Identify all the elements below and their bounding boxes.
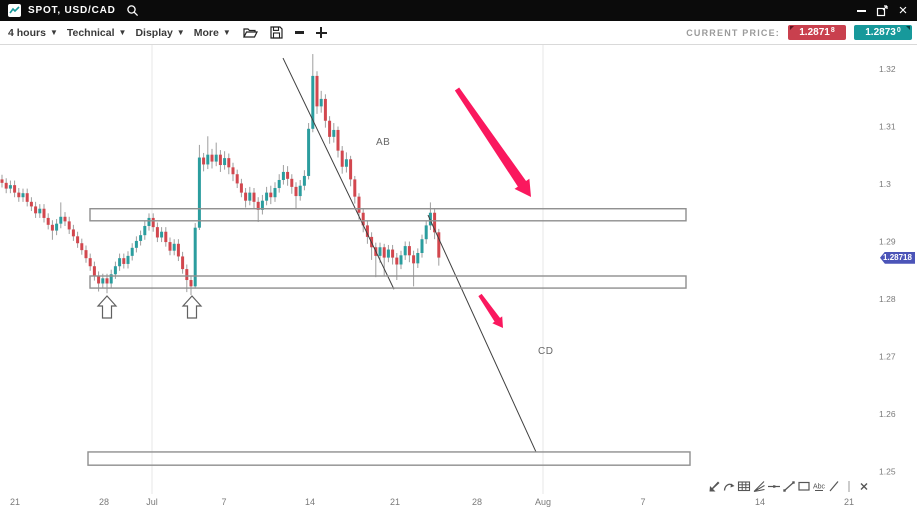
annotation-label-cd[interactable]: CD [538,346,553,357]
display-label: Display [135,26,173,39]
chevron-down-icon [177,28,185,37]
svg-text:28: 28 [99,497,109,507]
svg-text:1.28: 1.28 [879,294,896,304]
chevron-down-icon [223,28,231,37]
popout-button[interactable] [876,4,888,17]
AB-trendline[interactable] [282,57,395,290]
tick-up-icon [906,26,910,30]
svg-text:1.27: 1.27 [879,352,896,362]
open-folder-icon[interactable] [242,26,258,39]
delete-drawing-tool[interactable] [857,479,871,494]
current-price-tag: 1.28718 [880,251,915,264]
table-grid-tool[interactable] [737,479,751,494]
minimize-button[interactable] [855,5,867,17]
pink-down-arrow-1[interactable] [454,87,531,197]
CD-trendline[interactable] [427,214,537,453]
more-label: More [193,26,219,39]
current-price-label: CURRENT PRICE: [686,27,780,38]
svg-text:7: 7 [221,497,226,507]
window-title: SPOT, USD/CAD [28,5,116,16]
svg-text:7: 7 [640,497,645,507]
text-tool[interactable]: Abc [812,479,826,494]
zoom-out-button[interactable] [294,31,304,34]
svg-text:Aug: Aug [535,497,551,507]
month-gridlines [151,45,544,494]
save-icon[interactable] [270,26,283,39]
rectangle-tool[interactable] [797,479,811,494]
display-dropdown[interactable]: Display [135,27,184,39]
svg-text:21: 21 [10,497,20,507]
up-arrow-marker-2[interactable] [181,295,203,319]
search-icon[interactable] [126,4,139,17]
close-button[interactable] [897,5,909,17]
line-tool[interactable] [827,479,841,494]
svg-text:1.26: 1.26 [879,409,896,419]
svg-text:1.32: 1.32 [879,64,896,74]
chart-toolbar: 4 hours Technical Display More CURRENT P… [0,21,917,45]
svg-text:28: 28 [472,497,482,507]
timeframe-dropdown[interactable]: 4 hours [8,27,58,39]
fan-lines-tool[interactable] [752,479,766,494]
zone-rectangle-3[interactable] [87,451,691,466]
ask-value: 1.2873 [865,27,896,38]
zoom-in-button[interactable] [315,27,327,38]
up-arrow-marker-1[interactable] [96,295,118,319]
svg-text:Abc: Abc [813,484,826,491]
candles [0,54,441,295]
zone-rectangle-2[interactable] [89,275,687,289]
svg-text:21: 21 [390,497,400,507]
svg-text:14: 14 [755,497,765,507]
arrow-tool[interactable] [707,479,721,494]
price-axis: 1.32 1.31 1.3 1.29 1.28 1.27 1.26 1.25 [879,64,896,477]
bid-value: 1.2871 [799,27,830,38]
separator [842,479,856,494]
svg-text:1.29: 1.29 [879,237,896,247]
tick-down-icon [790,26,794,30]
bid-price-button[interactable]: 1.2871 8 [788,25,846,40]
zone-rectangle-1[interactable] [89,208,687,222]
technical-dropdown[interactable]: Technical [67,27,127,39]
svg-text:1.3: 1.3 [879,179,891,189]
chevron-down-icon [50,28,58,37]
pink-down-arrow-2[interactable] [478,293,503,328]
chart-app-icon [8,4,21,17]
drawing-tools-toolbar: Abc [707,478,871,495]
annotation-label-ab[interactable]: AB [376,137,390,148]
trendline-tool[interactable] [782,479,796,494]
svg-text:1.31: 1.31 [879,122,896,132]
svg-text:14: 14 [305,497,315,507]
chevron-down-icon [119,28,127,37]
more-dropdown[interactable]: More [194,27,231,39]
ask-price-button[interactable]: 1.2873 0 [854,25,912,40]
horizontal-line-tool[interactable] [767,479,781,494]
technical-label: Technical [66,26,115,39]
curved-arrow-tool[interactable] [722,479,736,494]
ask-pip: 0 [896,27,901,34]
svg-text:Jul: Jul [146,497,158,507]
window-title-bar: SPOT, USD/CAD [0,0,917,21]
bid-pip: 8 [830,27,835,34]
svg-text:21: 21 [844,497,854,507]
time-axis: 21 28 Jul 7 14 21 28 Aug 7 14 21 [10,497,854,507]
svg-text:1.25: 1.25 [879,467,896,477]
timeframe-label: 4 hours [8,26,46,39]
